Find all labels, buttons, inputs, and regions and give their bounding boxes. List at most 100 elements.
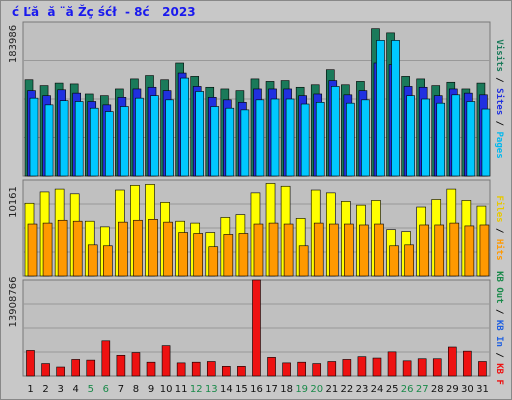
y-max-label-3: 13908766 xyxy=(8,277,19,328)
pages-bar xyxy=(29,97,39,177)
x-tick-label: 5 xyxy=(88,384,94,395)
x-tick-label: 3 xyxy=(57,384,63,395)
legend-separator: / xyxy=(495,72,505,88)
x-tick-label: 10 xyxy=(160,384,173,395)
kbytes-bar xyxy=(101,340,111,377)
pages-bar xyxy=(346,102,355,177)
legend-separator: / xyxy=(495,304,505,320)
pages-bar xyxy=(150,95,159,177)
x-tick-label: 19 xyxy=(295,384,308,395)
kbytes-bar xyxy=(41,363,50,377)
y-max-label-1: 183986 xyxy=(8,25,19,63)
kbytes-bar xyxy=(342,359,352,377)
hits-bar xyxy=(328,223,339,277)
hits-bar xyxy=(133,219,143,277)
x-tick-label: 29 xyxy=(446,384,459,395)
hits-bar xyxy=(27,223,38,277)
pages-bar xyxy=(210,106,220,177)
x-tick-label: 14 xyxy=(220,384,233,395)
pages-bar xyxy=(466,101,476,177)
hits-bar xyxy=(464,225,475,277)
legend-visits-sites-pages: Visits / Sites / Pages xyxy=(495,39,506,158)
hits-bar xyxy=(72,220,83,277)
pages-bar xyxy=(59,100,69,177)
hits-bar xyxy=(283,223,294,277)
hits-bar xyxy=(404,244,414,277)
kbytes-bar xyxy=(71,359,80,377)
x-tick-label: 18 xyxy=(280,384,293,395)
kbytes-bar xyxy=(387,351,397,377)
x-tick-label: 1 xyxy=(27,384,33,395)
hits-bar xyxy=(238,233,249,277)
pages-bar xyxy=(74,101,84,177)
pages-bar xyxy=(300,103,310,177)
kbytes-bar xyxy=(327,361,337,377)
legend-entry: Pages xyxy=(495,132,505,159)
pages-bar xyxy=(376,40,385,177)
pages-bar xyxy=(180,77,189,177)
x-tick-label: 22 xyxy=(341,384,354,395)
pages-bar xyxy=(421,98,430,177)
x-tick-label: 13 xyxy=(205,384,218,395)
hits-bar xyxy=(223,234,234,277)
x-tick-label: 11 xyxy=(175,384,188,395)
pages-bar xyxy=(361,99,370,177)
hits-bar xyxy=(57,219,68,277)
hits-bar xyxy=(118,221,128,277)
kbytes-bar xyxy=(478,361,487,377)
kbytes-bar xyxy=(267,357,276,377)
kbytes-bar xyxy=(312,363,322,377)
kbytes-bar xyxy=(372,357,382,377)
hits-bar xyxy=(253,223,264,277)
legend-entry: KB In xyxy=(495,320,505,347)
x-tick-label: 24 xyxy=(371,384,384,395)
kbytes-bar xyxy=(191,361,201,377)
kbytes-bar xyxy=(357,356,367,377)
legend-separator: / xyxy=(495,115,505,131)
hits-bar xyxy=(374,223,384,277)
x-tick-label: 12 xyxy=(190,384,203,395)
kbytes-bar xyxy=(448,346,457,377)
kbytes-bar xyxy=(131,352,141,377)
kbytes-bar xyxy=(282,362,291,377)
hits-bar xyxy=(344,223,354,277)
kbytes-bar xyxy=(56,366,65,377)
pages-bar xyxy=(270,98,280,177)
pages-bar xyxy=(330,86,340,177)
legend-entry: Visits xyxy=(495,39,506,72)
pages-bar xyxy=(255,99,265,177)
x-tick-label: 28 xyxy=(431,384,444,395)
kbytes-bar xyxy=(116,354,126,377)
x-tick-label: 25 xyxy=(386,384,399,395)
x-tick-label: 2 xyxy=(42,384,48,395)
kbytes-bar xyxy=(252,279,261,377)
legend-entry: KB F xyxy=(495,363,505,385)
pages-bar xyxy=(285,98,295,177)
hits-bar xyxy=(193,233,204,277)
pages-bar xyxy=(436,102,446,177)
x-tick-label: 17 xyxy=(265,384,278,395)
pages-bar xyxy=(120,106,129,177)
pages-bar xyxy=(44,104,54,177)
legend-files-hits: Files / Hits xyxy=(495,195,506,260)
pages-bar xyxy=(481,108,491,177)
hits-bar xyxy=(148,219,158,277)
kbytes-bar xyxy=(417,358,427,377)
kbytes-bar xyxy=(206,361,216,377)
kbytes-bar xyxy=(146,361,156,377)
hits-bar xyxy=(87,244,98,277)
hits-bar xyxy=(103,245,113,277)
kbytes-bar xyxy=(402,360,412,377)
kbytes-bar xyxy=(222,366,231,377)
hits-bar xyxy=(42,222,53,277)
hits-bar xyxy=(313,222,324,277)
hits-bar xyxy=(434,224,445,277)
x-tick-label: 26 xyxy=(401,384,414,395)
pages-bar xyxy=(391,40,400,177)
x-tick-label: 23 xyxy=(356,384,369,395)
pages-bar xyxy=(135,97,144,177)
hits-bar xyxy=(479,224,490,277)
legend-kbytes: KB Out / KB In / KB F xyxy=(495,271,505,385)
pages-bar xyxy=(240,109,250,177)
